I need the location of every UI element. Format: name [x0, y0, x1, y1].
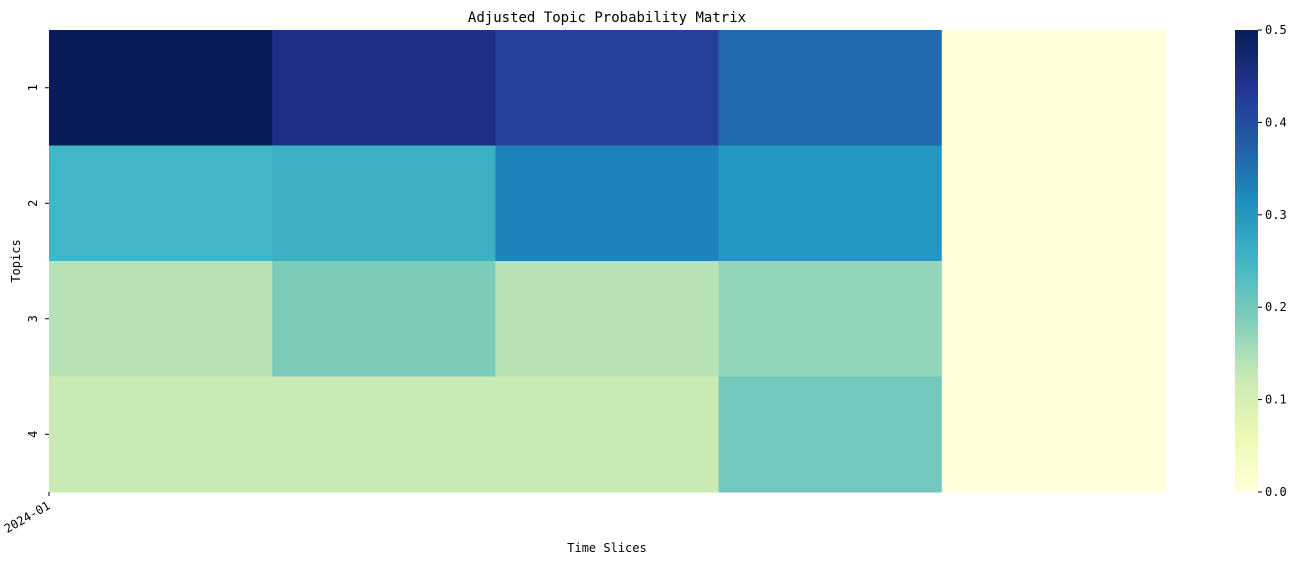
y-axis-label: Topics	[9, 239, 23, 282]
heatmap-cell	[49, 376, 273, 493]
x-axis-label: Time Slices	[567, 541, 646, 555]
heatmap-cell	[718, 376, 943, 493]
heatmap-cell	[272, 145, 496, 262]
heatmap-cell	[272, 376, 496, 493]
x-tick-label: 2024-01	[2, 498, 53, 535]
heatmap-cell	[941, 30, 1166, 146]
y-tick-label: 1	[26, 84, 40, 91]
chart-title: Adjusted Topic Probability Matrix	[468, 10, 746, 26]
heatmap-cell	[495, 376, 720, 493]
heatmap-cell	[49, 145, 273, 262]
heatmap-cell	[941, 376, 1166, 493]
y-ticks: 1 2 3 4	[26, 84, 49, 438]
heatmap-cell	[718, 261, 943, 377]
y-tick-label: 4	[26, 431, 40, 438]
colorbar-tick-label: 0.0	[1265, 485, 1287, 499]
heatmap-cell	[941, 145, 1166, 262]
colorbar-tick-label: 0.3	[1265, 208, 1287, 222]
heatmap-cell	[49, 30, 273, 146]
heatmap-cell	[718, 145, 943, 262]
y-tick-label: 2	[26, 200, 40, 207]
colorbar-gradient	[1235, 30, 1258, 492]
colorbar-tick-label: 0.4	[1265, 115, 1287, 129]
y-tick-label: 3	[26, 315, 40, 322]
heatmap-cell	[49, 261, 273, 377]
colorbar-tick-label: 0.1	[1265, 393, 1287, 407]
heatmap-cell	[495, 261, 720, 377]
x-ticks: 2024-01	[2, 492, 53, 536]
heatmap-cell	[272, 30, 496, 146]
colorbar-tick-label: 0.2	[1265, 300, 1287, 314]
heatmap-cell	[495, 145, 720, 262]
colorbar-tick-label: 0.5	[1265, 23, 1287, 37]
heatmap-cell	[272, 261, 496, 377]
heatmap-cell	[495, 30, 720, 146]
heatmap-cell	[941, 261, 1166, 377]
heatmap-cell	[718, 30, 943, 146]
colorbar: 0.0 0.1 0.2 0.3 0.4 0.5	[1235, 23, 1287, 499]
heatmap-cells	[49, 30, 1166, 493]
